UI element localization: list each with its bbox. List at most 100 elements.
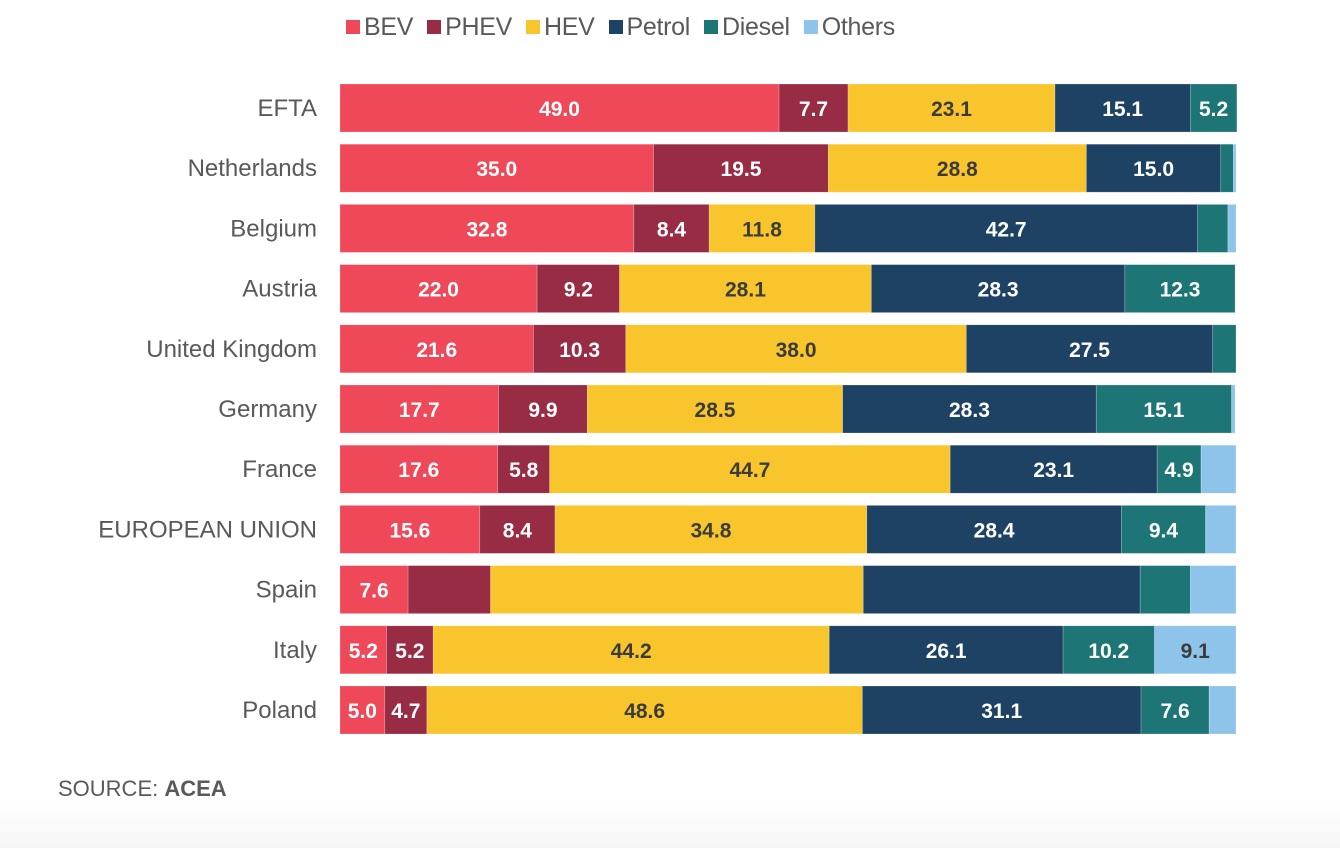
bar-segment-phev xyxy=(536,264,620,313)
bar-segment-others xyxy=(1231,384,1236,434)
data-label-petrol: 27.5 xyxy=(1069,339,1110,362)
data-label-phev: 5.8 xyxy=(509,459,539,482)
bar-segment-hev xyxy=(586,384,843,434)
bar-segment-others xyxy=(1208,685,1237,735)
bar-segment-phev xyxy=(384,685,428,735)
data-label-petrol: 28.4 xyxy=(974,519,1015,542)
data-label-petrol: 42.7 xyxy=(986,218,1027,241)
bar-segment-bev xyxy=(339,444,498,494)
bar-segment-bev xyxy=(339,204,635,253)
source-note: SOURCE: ACEA xyxy=(58,776,227,802)
data-label-phev: 8.4 xyxy=(503,519,533,542)
bar-segment-bev xyxy=(339,685,386,735)
bar-segment-phev xyxy=(479,505,556,554)
category-label: Italy xyxy=(273,637,317,664)
data-label-hev: 38.0 xyxy=(776,339,817,362)
legend-item-bev: BEV xyxy=(346,13,413,42)
bar-segment-petrol xyxy=(828,625,1064,675)
bar-segment-diesel xyxy=(1220,143,1234,193)
data-label-petrol: 15.0 xyxy=(1133,158,1174,181)
bar-segment-others xyxy=(1205,505,1237,554)
bar-segment-hev xyxy=(619,264,872,313)
data-label-bev: 49.0 xyxy=(539,98,580,121)
data-label-phev: 8.4 xyxy=(657,218,687,241)
bar-segment-diesel xyxy=(1095,384,1232,434)
data-label-hev: 28.5 xyxy=(695,399,736,422)
bar-segment-others xyxy=(1190,565,1237,614)
data-label-hev: 34.8 xyxy=(691,519,732,542)
stacked-bar-chart: EFTA 49.0 7.7 23.1 15.1 5.2 Netherlands 35.0 19.… xyxy=(98,83,1238,735)
bar-row-united-kingdom: United Kingdom 21.6 10.3 38.0 27.5 xyxy=(146,324,1237,374)
bar-segment-diesel xyxy=(1140,685,1210,735)
data-label-diesel: 5.2 xyxy=(1199,98,1228,121)
bar-segment-others xyxy=(1233,143,1237,193)
category-label: Germany xyxy=(218,396,317,423)
data-label-petrol: 23.1 xyxy=(1033,459,1074,482)
bar-row-european-union: EUROPEAN UNION 15.6 8.4 34.8 28.4 9.4 xyxy=(98,505,1237,554)
bar-segment-petrol xyxy=(871,264,1126,313)
legend-label-phev: PHEV xyxy=(445,12,513,41)
bar-row-germany: Germany 17.7 9.9 28.5 28.3 15.1 xyxy=(218,384,1236,434)
legend-item-hev: HEV xyxy=(526,13,595,42)
bar-segment-bev xyxy=(339,565,409,614)
legend-item-petrol: Petrol xyxy=(608,13,690,42)
bar-segment-hev xyxy=(625,324,967,374)
data-label-hev: 48.6 xyxy=(624,700,665,723)
data-label-phev: 4.7 xyxy=(391,700,420,723)
bar-segment-hev xyxy=(490,565,864,614)
data-label-petrol: 15.1 xyxy=(1102,98,1143,121)
bar-segment-bev xyxy=(339,143,654,193)
bar-segment-hev xyxy=(828,143,1087,193)
data-label-bev: 17.7 xyxy=(399,399,440,422)
bar-segment-hev xyxy=(426,685,863,735)
category-label: Belgium xyxy=(230,215,317,242)
data-label-phev: 9.2 xyxy=(564,279,593,302)
data-label-bev: 32.8 xyxy=(467,218,508,241)
legend-label-others: Others xyxy=(821,12,896,41)
data-label-diesel: 7.6 xyxy=(1160,700,1189,723)
bar-segment-others xyxy=(1227,204,1237,253)
bar-row-spain: Spain 7.6 xyxy=(256,565,1237,614)
data-label-diesel: 9.4 xyxy=(1149,519,1179,542)
legend-item-diesel: Diesel xyxy=(704,13,790,42)
data-label-bev: 5.0 xyxy=(348,700,377,723)
bar-segment-hev xyxy=(847,83,1056,133)
data-label-hev: 23.1 xyxy=(931,98,972,121)
bar-segment-bev xyxy=(339,505,481,554)
bar-row-poland: Poland 5.0 4.7 48.6 31.1 7.6 xyxy=(242,685,1237,735)
category-label: Austria xyxy=(242,276,317,303)
source-prefix: SOURCE: xyxy=(58,776,165,801)
data-label-bev: 5.2 xyxy=(349,640,378,663)
bar-segment-petrol xyxy=(862,565,1141,614)
data-label-others: 9.1 xyxy=(1181,640,1211,663)
category-label: EUROPEAN UNION xyxy=(98,516,317,543)
legend-item-others: Others xyxy=(803,12,896,42)
bar-segment-phev xyxy=(533,324,627,374)
legend-label-diesel: Diesel xyxy=(722,12,790,41)
category-label: Poland xyxy=(242,697,317,724)
source-name: ACEA xyxy=(164,776,227,801)
data-label-petrol: 28.3 xyxy=(978,279,1019,302)
data-label-phev: 5.2 xyxy=(395,640,424,663)
legend-swatch-diesel xyxy=(704,20,719,34)
category-label: Spain xyxy=(256,577,317,604)
legend-swatch-petrol xyxy=(608,20,623,34)
bar-segment-diesel xyxy=(1139,565,1191,614)
bar-segment-phev xyxy=(653,143,829,193)
data-label-bev: 21.6 xyxy=(416,339,457,362)
bar-segment-diesel xyxy=(1124,264,1236,313)
data-label-phev: 19.5 xyxy=(721,158,762,181)
data-label-hev: 44.2 xyxy=(611,640,652,663)
legend-item-phev: PHEV xyxy=(427,13,512,42)
legend-swatch-others xyxy=(803,20,818,34)
legend-swatch-bev xyxy=(346,20,360,34)
bar-segment-bev xyxy=(339,83,780,133)
data-label-phev: 7.7 xyxy=(799,98,828,121)
bar-segment-diesel xyxy=(1197,204,1229,253)
legend-swatch-hev xyxy=(526,20,541,34)
bar-segment-bev xyxy=(339,384,499,434)
bar-segment-phev xyxy=(386,625,434,675)
data-label-diesel: 12.3 xyxy=(1160,279,1201,302)
data-label-petrol: 26.1 xyxy=(926,640,967,663)
bar-segment-bev xyxy=(339,625,387,675)
